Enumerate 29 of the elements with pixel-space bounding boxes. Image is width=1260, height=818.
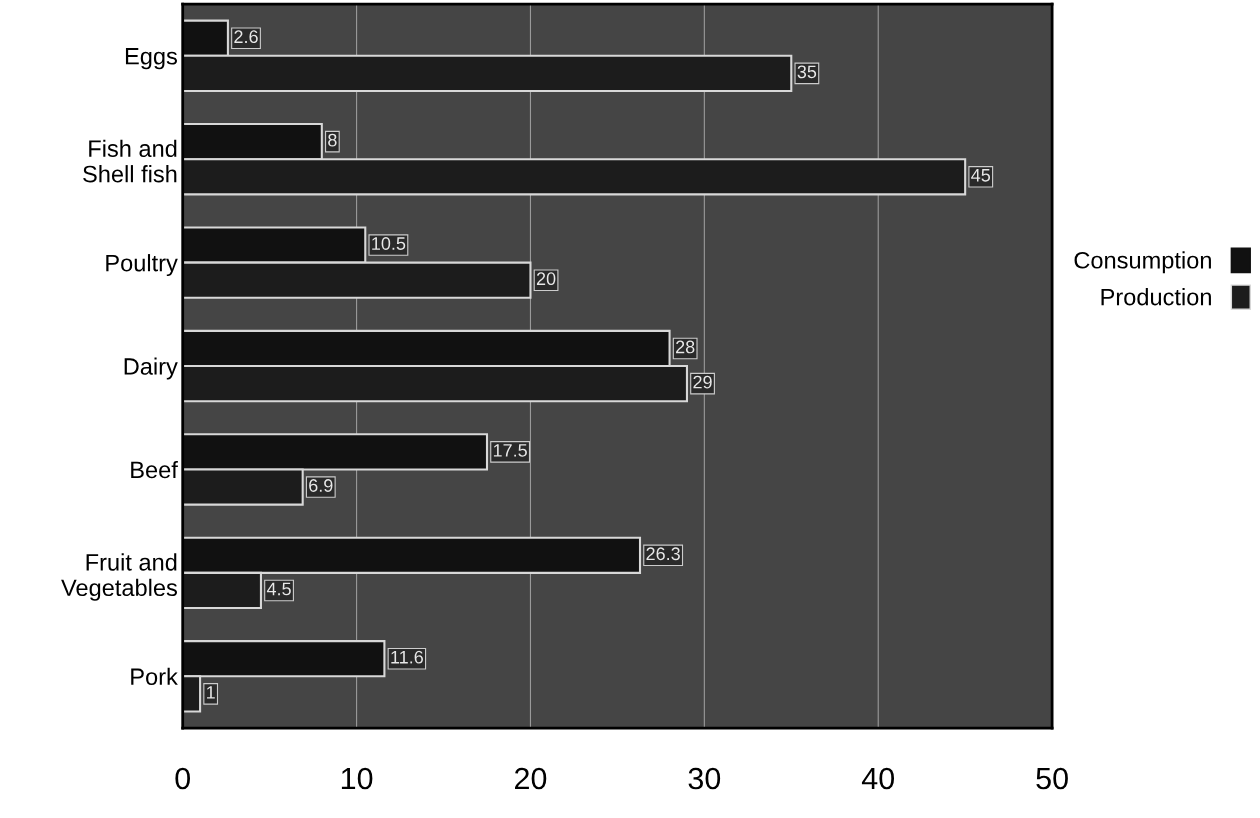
x-tick-label: 10 bbox=[341, 767, 373, 790]
y-tick-label: Eggs bbox=[125, 48, 177, 70]
data-label: 11.6 bbox=[391, 650, 423, 664]
x-tick-label: 50 bbox=[1036, 767, 1068, 790]
data-label: 2.6 bbox=[234, 30, 258, 44]
y-tick-label: Dairy bbox=[124, 357, 178, 380]
y-tick-label: Fruit and Vegetables bbox=[61, 553, 177, 601]
x-tick-label: 0 bbox=[175, 767, 190, 790]
y-tick-label: Fish and Shell fish bbox=[83, 139, 177, 183]
y-tick-label: Pork bbox=[131, 667, 178, 686]
x-tick-label: 20 bbox=[515, 767, 547, 790]
data-label: 1 bbox=[207, 686, 215, 699]
data-label: 17.5 bbox=[493, 444, 527, 457]
legend-label: Production bbox=[1101, 288, 1211, 306]
data-label: 28 bbox=[676, 340, 695, 354]
data-label: 8 bbox=[328, 133, 337, 147]
y-tick-label: Poultry bbox=[106, 254, 178, 277]
data-label: 26.3 bbox=[646, 547, 680, 561]
data-label: 45 bbox=[971, 169, 991, 182]
data-label: 29 bbox=[693, 375, 712, 389]
x-tick-label: 30 bbox=[688, 767, 721, 790]
data-label: 20 bbox=[536, 272, 556, 286]
data-label: 6.9 bbox=[309, 479, 333, 492]
y-tick-label: Beef bbox=[131, 460, 178, 479]
x-tick-label: 40 bbox=[861, 767, 895, 790]
legend-label: Consumption bbox=[1074, 251, 1211, 274]
data-label: 35 bbox=[797, 65, 817, 79]
data-label: 4.5 bbox=[266, 582, 291, 596]
data-label: 10.5 bbox=[372, 237, 406, 250]
